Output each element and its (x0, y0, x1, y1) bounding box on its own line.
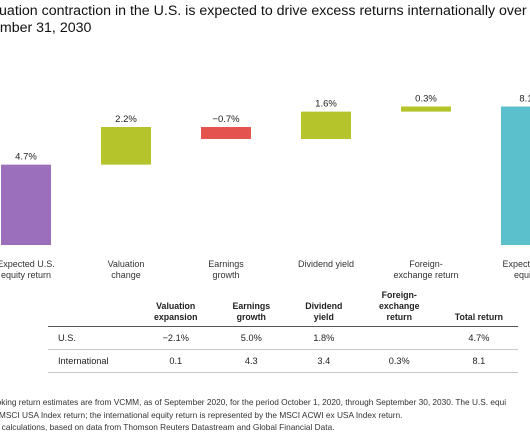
cell-valuation: 0.1 (137, 349, 214, 373)
category-label: Earnings (208, 259, 244, 269)
cell-earnings: 5.0% (213, 326, 289, 350)
bar-value-label: −0.7% (212, 114, 240, 125)
cell-fx: 0.3% (358, 349, 440, 373)
footnote-line: rd calculations, based on data from Thom… (0, 422, 335, 432)
bar-value-label: 1.6% (315, 99, 337, 110)
header-earnings-growth: Earnings growth (213, 290, 289, 327)
bar-5 (501, 106, 530, 246)
table-header-row: Valuation expansion Earnings growth Divi… (48, 290, 518, 327)
cell-valuation: −2.1% (137, 326, 214, 350)
cell-dividend: 3.4 (288, 349, 359, 373)
title-line-2: ember 31, 2030 (0, 20, 92, 36)
cell-earnings: 4.3 (213, 349, 289, 373)
bar-value-label: 8.1 (519, 93, 530, 104)
category-label: Foreign- (409, 259, 443, 269)
row-label: International (48, 349, 138, 373)
header-valuation-expansion: Valuation expansion (137, 290, 214, 327)
header-foreign-exchange-return: Foreign- exchange return (358, 290, 440, 327)
footnotes: ooking return estimates are from VCMM, a… (0, 396, 530, 434)
category-label: Expected in (502, 259, 530, 269)
category-label: equity (514, 270, 530, 280)
category-label: Expected U.S. (0, 259, 55, 269)
table-row-international: International 0.1 4.3 3.4 0.3% 8.1 (48, 349, 518, 373)
bar-3 (301, 111, 351, 139)
bar-value-label: 2.2% (115, 114, 137, 125)
header-dividend-yield: Dividend yield (288, 290, 359, 327)
cell-dividend: 1.8% (288, 326, 359, 350)
footnote-line: e MSCI USA Index return; the internation… (0, 409, 403, 420)
bar-2 (201, 127, 251, 139)
category-label: Valuation (108, 259, 145, 269)
footnote-line: ooking return estimates are from VCMM, a… (0, 397, 507, 407)
chart-title: aluation contraction in the U.S. is expe… (0, 3, 530, 37)
category-label: change (111, 270, 141, 280)
waterfall-chart: 4.7% Expected U.S.equity return 2.2% Valuat… (0, 93, 530, 280)
bar-value-label: 0.3% (415, 93, 437, 104)
title-line-1: aluation contraction in the U.S. is expe… (0, 3, 530, 19)
bar-value-label: 4.7% (15, 152, 37, 163)
cell-fx (358, 326, 440, 350)
cell-total: 4.7% (439, 326, 518, 350)
table-row-us: U.S. −2.1% 5.0% 1.8% 4.7% (48, 326, 518, 350)
category-label: growth (212, 270, 239, 280)
bar-0 (1, 164, 51, 245)
returns-table: Valuation expansion Earnings growth Divi… (48, 290, 518, 373)
header-total-return: Total return (439, 290, 518, 327)
category-label: exchange return (393, 270, 458, 280)
category-label: Dividend yield (298, 259, 354, 269)
header-blank (48, 290, 138, 327)
bar-4 (401, 106, 451, 112)
bar-1 (101, 127, 151, 165)
row-label: U.S. (48, 326, 138, 350)
cell-total: 8.1 (439, 349, 518, 373)
category-label: equity return (1, 270, 51, 280)
